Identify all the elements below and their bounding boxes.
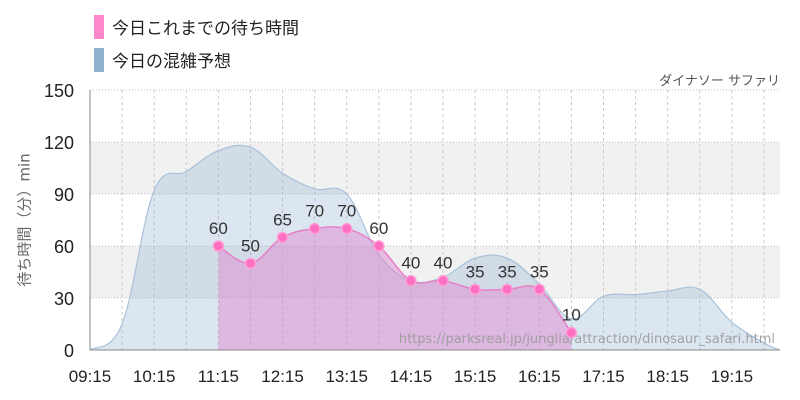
data-point bbox=[212, 240, 225, 252]
legend-item-actual: 今日これまでの待ち時間 bbox=[94, 14, 299, 39]
legend-label-actual: 今日これまでの待ち時間 bbox=[112, 19, 299, 39]
x-tick-label: 16:15 bbox=[518, 367, 561, 386]
data-point bbox=[276, 231, 289, 244]
data-point bbox=[244, 257, 257, 270]
data-label: 35 bbox=[498, 262, 517, 281]
data-point bbox=[405, 274, 417, 287]
x-tick-label: 17:15 bbox=[582, 367, 625, 386]
y-tick-label: 90 bbox=[54, 185, 74, 205]
data-point bbox=[565, 326, 578, 339]
data-label: 50 bbox=[241, 236, 260, 255]
legend-item-forecast: 今日の混雑予想 bbox=[94, 47, 231, 72]
x-tick-label: 19:15 bbox=[711, 367, 754, 386]
attraction-name: ダイナソー サファリ bbox=[659, 74, 780, 89]
legend-swatch-forecast bbox=[94, 47, 104, 72]
data-point bbox=[469, 283, 481, 296]
y-tick-label: 60 bbox=[54, 237, 74, 257]
data-label: 40 bbox=[434, 254, 453, 273]
data-point bbox=[501, 283, 513, 296]
data-point bbox=[437, 274, 449, 287]
x-tick-label: 12:15 bbox=[261, 367, 304, 386]
y-tick-label: 30 bbox=[54, 289, 74, 309]
actual-area bbox=[218, 226, 572, 350]
forecast-line bbox=[89, 144, 781, 351]
data-label: 40 bbox=[401, 254, 420, 273]
y-tick-label: 120 bbox=[44, 133, 74, 153]
x-tick-label: 18:15 bbox=[646, 367, 689, 386]
data-label: 35 bbox=[530, 262, 549, 281]
data-point bbox=[340, 222, 353, 235]
x-tick-label: 11:15 bbox=[198, 367, 239, 386]
x-tick-label: 09:15 bbox=[69, 367, 112, 386]
data-label: 60 bbox=[209, 219, 228, 238]
data-label: 60 bbox=[369, 219, 388, 238]
legend-label-forecast: 今日の混雑予想 bbox=[112, 52, 231, 72]
data-label: 10 bbox=[562, 306, 581, 325]
legend-swatch-actual bbox=[94, 14, 104, 39]
data-point bbox=[533, 283, 546, 296]
x-tick-label: 14:15 bbox=[390, 367, 433, 386]
data-point bbox=[373, 240, 385, 252]
data-label: 65 bbox=[273, 210, 292, 229]
x-tick-label: 10:15 bbox=[133, 367, 176, 386]
y-tick-label: 0 bbox=[64, 341, 74, 361]
data-label: 70 bbox=[305, 202, 324, 221]
x-tick-label: 15:15 bbox=[454, 367, 497, 386]
grid-band bbox=[90, 142, 780, 194]
data-point bbox=[308, 222, 321, 235]
data-label: 35 bbox=[466, 262, 485, 281]
y-tick-label: 150 bbox=[44, 81, 74, 101]
x-tick-label: 13:15 bbox=[325, 367, 368, 386]
watermark-url: https://parksreal.jp/junglia/attraction/… bbox=[399, 332, 775, 347]
data-label: 70 bbox=[337, 202, 356, 221]
